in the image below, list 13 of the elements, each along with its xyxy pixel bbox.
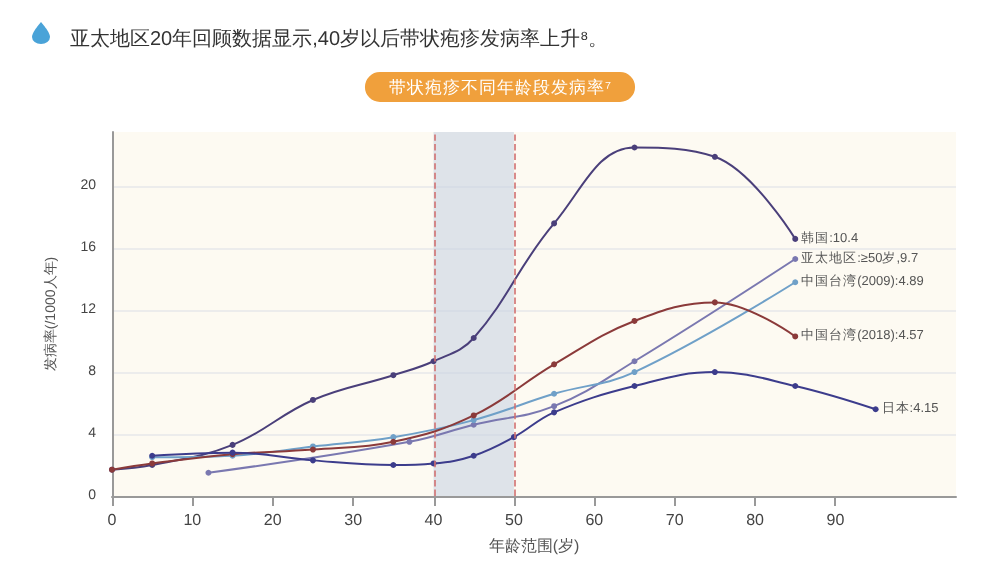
x-tick-label: 60 (585, 511, 605, 529)
x-axis-title: 年龄范围(岁) (488, 536, 580, 555)
x-tick-label: 80 (746, 511, 766, 529)
x-tick-label: 20 (263, 511, 283, 529)
x-tick-label: 40 (424, 511, 444, 529)
x-tick-label: 50 (505, 511, 524, 529)
x-tick-label: 0 (107, 511, 118, 529)
chart-title: 亚太地区20年回顾数据显示,40岁以后带状疱疹发病率上升⁸。 (70, 27, 609, 51)
x-tick-label: 70 (665, 511, 685, 529)
x-tick-label: 10 (183, 511, 203, 529)
x-tick-label: 90 (826, 511, 846, 529)
chart-subtitle: 带状疱疹不同年龄段发病率⁷ (388, 77, 612, 97)
x-tick-label: 30 (344, 511, 364, 529)
